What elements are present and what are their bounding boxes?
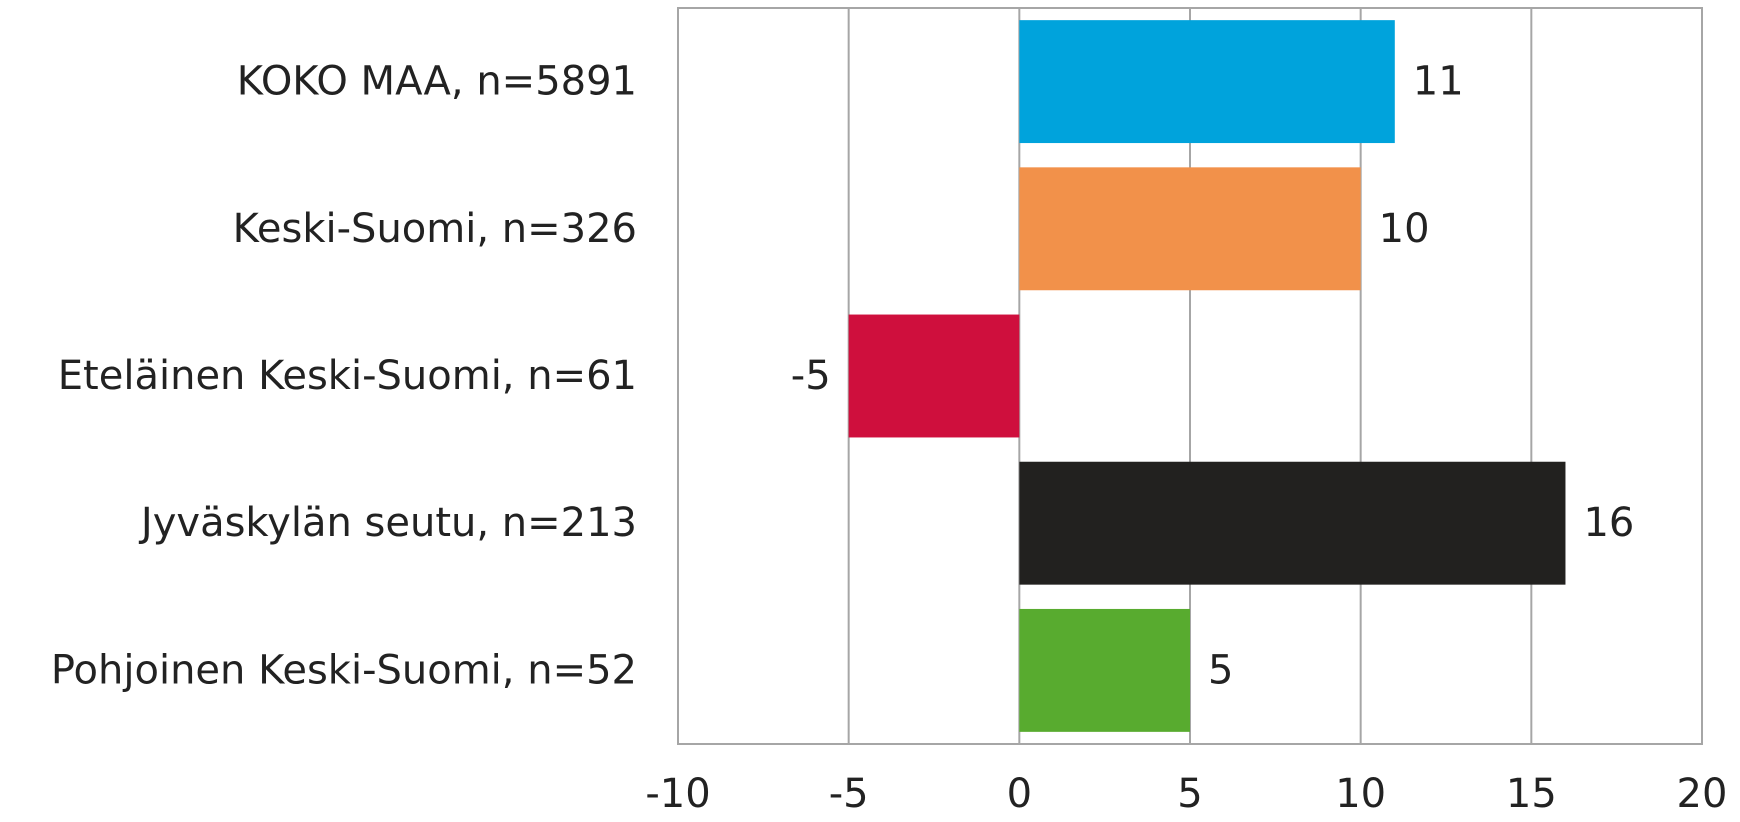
category-labels: KOKO MAA, n=5891 Keski-Suomi, n=326 Eteläi… — [51, 59, 637, 694]
x-tick-labels: -10 -5 0 5 10 15 20 — [645, 771, 1727, 817]
x-tick-label-4: 10 — [1335, 771, 1386, 817]
data-label-1: 10 — [1379, 206, 1430, 252]
bars — [848, 20, 1566, 732]
bar-1 — [1019, 167, 1361, 291]
category-label-3: Jyväskylän seutu, n=213 — [138, 500, 637, 546]
bar-4 — [1019, 608, 1190, 732]
x-tick-label-6: 20 — [1677, 771, 1728, 817]
data-label-2: -5 — [791, 353, 831, 399]
data-label-0: 11 — [1413, 59, 1464, 105]
category-label-2: Eteläinen Keski-Suomi, n=61 — [58, 353, 637, 399]
x-tick-label-0: -10 — [645, 771, 710, 817]
category-label-4: Pohjoinen Keski-Suomi, n=52 — [51, 647, 637, 693]
bar-2 — [848, 314, 1020, 438]
data-label-3: 16 — [1583, 500, 1634, 546]
category-label-0: KOKO MAA, n=5891 — [237, 59, 637, 105]
x-tick-label-2: 0 — [1007, 771, 1032, 817]
x-tick-label-5: 15 — [1506, 771, 1557, 817]
data-label-4: 5 — [1208, 647, 1233, 693]
data-labels: 11 10 -5 16 5 — [791, 59, 1635, 694]
x-tick-label-3: 5 — [1177, 771, 1202, 817]
plot-frame — [677, 7, 1703, 745]
bar-0 — [1019, 20, 1395, 144]
category-label-1: Keski-Suomi, n=326 — [233, 206, 637, 252]
bar-3 — [1019, 461, 1566, 585]
x-tick-label-1: -5 — [829, 771, 869, 817]
